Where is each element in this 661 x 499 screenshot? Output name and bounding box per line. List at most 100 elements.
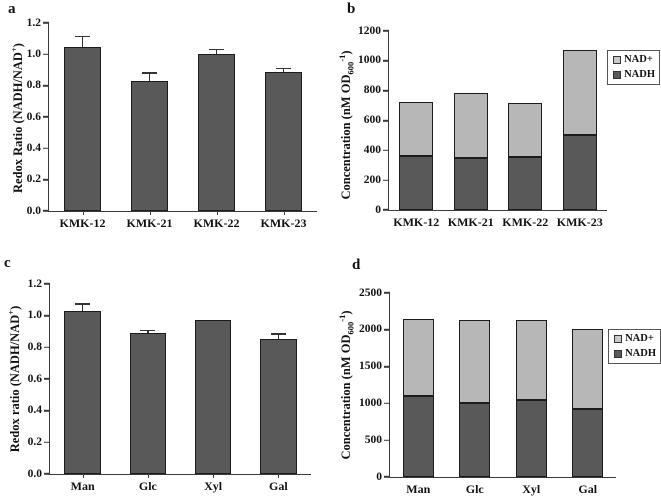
y-tick-mark bbox=[383, 89, 389, 92]
segment-nad-plus bbox=[508, 102, 543, 158]
category-slot-kmk-21: KMK-21 bbox=[444, 31, 499, 229]
category-slot-kmk-23: KMK-23 bbox=[553, 31, 608, 229]
bar-kmk-12 bbox=[63, 46, 102, 211]
panel-b-legend: NAD+ NADH bbox=[607, 50, 660, 85]
y-title-text: Redox Ratio (NADH/NAD bbox=[11, 52, 26, 193]
x-category-label-kmk-23: KMK-23 bbox=[556, 215, 603, 229]
y-tick-mark bbox=[384, 476, 390, 478]
segment-nadh bbox=[402, 396, 434, 477]
x-tick-mark bbox=[147, 474, 149, 478]
y-title-superscript: + bbox=[9, 47, 19, 53]
bars-area: KMK-12 KMK-21 KMK-22 KMK-23 bbox=[49, 23, 317, 230]
y-tick-label: 1200 bbox=[358, 24, 381, 37]
nad-plus-swatch-icon bbox=[613, 56, 622, 65]
x-category-label-glc: Glc bbox=[465, 482, 484, 496]
y-title-text-end: ) bbox=[8, 305, 23, 310]
category-slot-kmk-23: KMK-23 bbox=[250, 23, 317, 230]
y-tick-label: 500 bbox=[364, 433, 382, 446]
legend-label-nadh: NADH bbox=[625, 347, 656, 359]
x-tick-mark bbox=[283, 211, 285, 215]
x-category-label-gal: Gal bbox=[269, 479, 288, 493]
legend-item-nadh: NADH bbox=[614, 347, 656, 360]
y-tick-label: 600 bbox=[363, 113, 381, 126]
y-tick-mark bbox=[383, 149, 389, 152]
y-tick-mark bbox=[44, 473, 50, 475]
segment-nad-plus bbox=[572, 329, 604, 409]
segment-nad-plus bbox=[399, 101, 434, 156]
y-tick-label: 1.0 bbox=[26, 47, 41, 60]
y-tick-mark bbox=[43, 53, 49, 56]
x-tick-mark bbox=[149, 211, 151, 215]
y-tick-mark bbox=[383, 119, 389, 122]
category-slot-man: Man bbox=[50, 284, 115, 493]
y-tick-label: 0.0 bbox=[27, 467, 42, 480]
panel-d: d Concentration (nM OD600-1) 0 500 1000 150… bbox=[330, 250, 661, 499]
y-tick-label: 800 bbox=[363, 83, 381, 96]
y-tick-label: 1.0 bbox=[27, 308, 42, 321]
bar-gal bbox=[260, 339, 297, 474]
x-category-label-kmk-23: KMK-23 bbox=[260, 216, 307, 230]
bars-area: Man Glc Xyl Gal bbox=[390, 293, 617, 496]
x-tick-mark bbox=[82, 474, 84, 478]
y-tick-mark bbox=[43, 147, 49, 150]
y-title-subscript: 600 bbox=[345, 61, 356, 75]
nadh-swatch-icon bbox=[614, 349, 623, 358]
panel-b: b Concentration (nM OD600-1) 0 200 400 600 8… bbox=[330, 0, 661, 250]
error-bar-kmk-21 bbox=[142, 72, 157, 81]
panel-b-letter: b bbox=[347, 1, 356, 17]
y-tick-mark bbox=[44, 378, 50, 380]
category-slot-kmk-12: KMK-12 bbox=[49, 23, 116, 230]
panel-a: a Redox Ratio (NADH/NAD+) 0.0 0.2 0.4 0.6 0.… bbox=[0, 0, 330, 250]
y-tick-label: 1.2 bbox=[27, 277, 42, 290]
y-tick-mark bbox=[384, 329, 390, 331]
y-tick-mark bbox=[43, 116, 49, 118]
x-category-label-xyl: Xyl bbox=[522, 482, 541, 496]
x-tick-mark bbox=[216, 211, 218, 215]
y-tick-mark bbox=[384, 292, 390, 294]
segment-nadh bbox=[562, 134, 597, 210]
category-slot-glc: Glc bbox=[115, 284, 180, 493]
y-tick-label: 200 bbox=[363, 173, 381, 186]
y-title-text: Concentration (nM OD bbox=[339, 74, 354, 200]
y-tick-label: 0.6 bbox=[26, 110, 41, 123]
y-title-text-end: ) bbox=[11, 43, 26, 48]
x-tick-mark bbox=[213, 474, 215, 478]
category-slot-gal: Gal bbox=[560, 293, 617, 496]
segment-nadh bbox=[399, 155, 434, 210]
y-title-superscript: -1 bbox=[337, 314, 347, 322]
y-tick-mark bbox=[43, 84, 49, 87]
y-tick-label: 1.2 bbox=[26, 16, 41, 29]
category-slot-xyl: Xyl bbox=[503, 293, 560, 496]
panel-c: c Redox ratio (NADH/NAD+) 0.0 0.2 0.4 0.6 0.… bbox=[0, 250, 330, 499]
stacked-bar-gal bbox=[572, 329, 604, 477]
stacked-bar-glc bbox=[459, 319, 491, 478]
y-tick-mark bbox=[43, 22, 49, 24]
stacked-bar-kmk-22 bbox=[508, 102, 543, 210]
panel-c-letter: c bbox=[4, 255, 11, 271]
segment-nadh bbox=[508, 157, 543, 210]
y-tick-mark bbox=[44, 314, 50, 317]
segment-nad-plus bbox=[402, 318, 434, 397]
y-tick-mark bbox=[383, 60, 389, 62]
category-slot-gal: Gal bbox=[246, 284, 311, 493]
bar-kmk-22 bbox=[197, 54, 236, 211]
y-tick-mark bbox=[383, 179, 389, 181]
panel-a-letter: a bbox=[8, 1, 16, 17]
x-category-label-kmk-21: KMK-21 bbox=[126, 216, 173, 230]
x-category-label-kmk-22: KMK-22 bbox=[502, 215, 549, 229]
y-tick-label: 0.8 bbox=[27, 340, 42, 353]
y-tick-mark bbox=[44, 346, 50, 349]
segment-nad-plus bbox=[453, 92, 488, 158]
bar-glc bbox=[129, 333, 167, 474]
panel-a-plot-area: 0.0 0.2 0.4 0.6 0.8 1.0 1.2 KMK-12 KMK-21 KMK-22 K… bbox=[27, 17, 317, 230]
stacked-bar-xyl bbox=[515, 320, 547, 477]
bar-man bbox=[64, 310, 101, 474]
panel-d-y-axis-title: Concentration (nM OD600-1) bbox=[333, 285, 356, 485]
legend-item-nadh: NADH bbox=[613, 69, 655, 81]
bars-area: KMK-12 KMK-21 KMK-22 KMK-23 bbox=[389, 31, 608, 229]
y-tick-label: 0.8 bbox=[26, 78, 41, 91]
y-title-superscript: -1 bbox=[337, 54, 347, 62]
y-title-text: Concentration (nM OD bbox=[339, 334, 354, 460]
y-tick-label: 2500 bbox=[359, 286, 382, 299]
nad-plus-swatch-icon bbox=[614, 335, 623, 344]
